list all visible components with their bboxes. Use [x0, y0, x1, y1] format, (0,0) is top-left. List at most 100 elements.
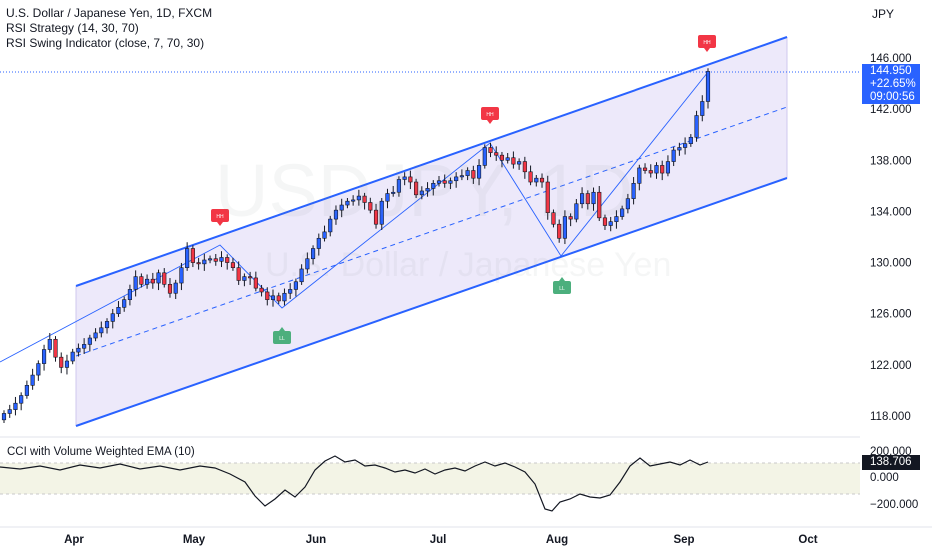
legend-indicator[interactable]: RSI Swing Indicator (close, 7, 70, 30): [6, 36, 205, 50]
candle-body: [396, 179, 402, 193]
cci-legend[interactable]: CCI with Volume Weighted EMA (10): [7, 446, 195, 458]
candle-body: [82, 344, 87, 349]
candle-body: [127, 289, 132, 300]
candle-body: [665, 161, 671, 174]
price-tick-label: 134.000: [870, 206, 912, 218]
candle-body: [517, 161, 522, 165]
candle-body: [465, 170, 470, 176]
cci-value-tag: 138.706: [862, 455, 920, 470]
legend-symbol[interactable]: U.S. Dollar / Japanese Yen, 1D, FXCM: [6, 6, 213, 20]
candle-body: [339, 204, 344, 211]
channel-upper-line: [75, 36, 788, 287]
cci-tick-label: 0.000: [870, 472, 899, 484]
candle-body: [253, 277, 258, 289]
candle-body: [476, 165, 482, 179]
candle-body: [87, 337, 92, 345]
candle-body: [631, 183, 636, 199]
candle-body: [614, 216, 619, 222]
svg-text:LL: LL: [559, 286, 565, 292]
candle-body: [19, 395, 24, 404]
candle-body: [373, 209, 379, 225]
candle-body: [351, 199, 356, 202]
candles: [1, 68, 711, 424]
candle-body: [602, 217, 608, 226]
chart-grid: [0, 71, 932, 528]
candle-body: [70, 351, 75, 362]
candle-body: [270, 295, 276, 300]
candle-body: [391, 191, 396, 194]
candle-body: [534, 177, 539, 183]
candle-body: [471, 170, 476, 179]
candle-body: [442, 180, 447, 184]
candle-body: [591, 191, 596, 205]
candle-body: [242, 276, 247, 281]
candle-body: [213, 258, 218, 262]
candle-body: [196, 262, 201, 265]
svg-text:HH: HH: [216, 214, 224, 220]
candle-body: [230, 262, 236, 268]
candle-body: [13, 402, 18, 410]
candle-body: [345, 200, 350, 206]
candle-body: [574, 203, 579, 220]
candle-body: [408, 176, 413, 183]
candle-body: [414, 181, 419, 196]
candle-body: [322, 231, 327, 239]
candle-body: [145, 278, 150, 285]
candle-body: [431, 183, 436, 189]
candle-body: [511, 157, 516, 165]
candle-body: [190, 248, 195, 263]
svg-text:HH: HH: [486, 112, 494, 118]
candle-body: [139, 276, 144, 285]
sell-signal-marker[interactable]: HH: [481, 107, 499, 124]
candle-body: [202, 259, 207, 265]
svg-text:HH: HH: [703, 40, 711, 46]
candle-body: [333, 209, 339, 220]
candle-body: [7, 409, 12, 414]
candle-body: [562, 216, 567, 239]
candle-body: [41, 349, 47, 364]
svg-text:LL: LL: [279, 336, 285, 342]
candle-body: [156, 272, 161, 284]
candle-body: [436, 180, 442, 184]
candle-body: [133, 276, 138, 290]
month-tick-label: May: [183, 534, 206, 546]
candle-body: [162, 272, 167, 285]
month-tick-label: Sep: [673, 534, 694, 546]
currency-label: JPY: [872, 7, 895, 21]
candle-body: [402, 176, 407, 180]
month-tick-label: Jul: [430, 534, 447, 546]
candle-body: [551, 212, 556, 225]
candle-body: [53, 338, 58, 358]
candle-body: [608, 221, 613, 226]
candle-body: [116, 307, 121, 315]
candle-body: [425, 188, 430, 192]
candle-body: [24, 385, 29, 396]
sell-signal-marker[interactable]: HH: [211, 209, 229, 226]
cci-tick-label: −200.000: [870, 499, 918, 511]
zigzag-lines: [0, 71, 709, 363]
price-tick-label: 130.000: [870, 258, 912, 270]
price-tick-label: 142.000: [870, 104, 912, 116]
chart-legend: U.S. Dollar / Japanese Yen, 1D, FXCM RSI…: [6, 6, 212, 51]
candle-body: [585, 193, 590, 205]
candle-body: [93, 332, 98, 339]
candle-body: [185, 248, 190, 268]
sell-signal-marker[interactable]: HH: [698, 35, 716, 52]
legend-strategy[interactable]: RSI Strategy (14, 30, 70): [6, 21, 139, 35]
month-tick-label: Aug: [546, 534, 568, 546]
candle-body: [522, 161, 527, 173]
candle-body: [225, 257, 230, 263]
watermark-name: U.S. Dollar / Japanese Yen: [265, 246, 672, 284]
candle-body: [362, 195, 367, 203]
candle-body: [677, 147, 682, 151]
buy-signal-marker[interactable]: LL: [553, 277, 571, 294]
candle-body: [620, 208, 625, 217]
candle-body: [219, 257, 224, 262]
buy-signal-marker[interactable]: LL: [273, 327, 291, 344]
candle-body: [248, 276, 253, 279]
candle-body: [64, 360, 70, 368]
candle-body: [36, 363, 41, 376]
candle-body: [671, 149, 676, 162]
candle-body: [99, 327, 104, 334]
